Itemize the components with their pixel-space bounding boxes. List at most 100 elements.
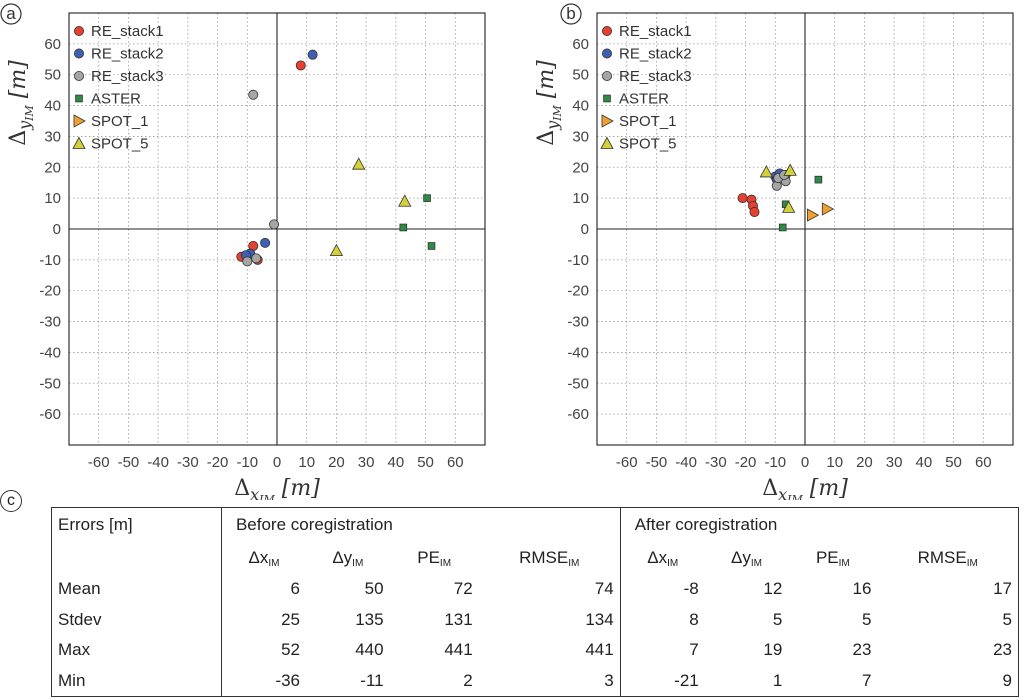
legend-label-re-stack3: RE_stack3 (91, 68, 164, 85)
col-header-2: ΔyIM (332, 547, 364, 569)
table-cell: 441 (478, 634, 621, 666)
table-cell: 8 (689, 609, 699, 629)
table-cell: 5 (1002, 609, 1012, 629)
table-cell: 2 (463, 670, 473, 690)
x-tick-label: 20 (328, 454, 345, 471)
legend-label-re-stack3: RE_stack3 (619, 68, 692, 85)
col-header-6: ΔyIM (731, 547, 763, 569)
x-tick-label: -60 (88, 454, 110, 471)
y-tick-label: -30 (567, 314, 589, 331)
data-point-aster (427, 242, 436, 250)
data-point-spot-1 (807, 208, 820, 222)
col-header-4: RMSEIM (478, 542, 621, 575)
x-tick-label: -20 (207, 454, 229, 471)
corner-label: Errors [m] (52, 508, 222, 542)
table-cell: -11 (360, 670, 384, 690)
table-row-mean: Mean 6 50 72 74 -8 12 16 17 (52, 574, 1018, 605)
y-tick-label: -30 (39, 314, 61, 331)
table-cell: 23 (852, 640, 872, 660)
data-point-aster (399, 223, 408, 232)
x-tick-label: -50 (118, 454, 140, 471)
y-tick-label: -60 (567, 406, 589, 423)
x-tick-label: 20 (856, 454, 873, 471)
table-cell: -21 (674, 670, 699, 690)
y-axis-title: ΔyIM [m] (534, 60, 564, 146)
legend-label-spot-5: SPOT_5 (91, 136, 149, 153)
scatter-plots: a -60 -50 -40 -30 -20 -10 0 10 20 30 40 50 60 -60 -50 -4… (0, 3, 1014, 500)
data-point-re-stack3 (251, 253, 262, 264)
table-cell: 7 (689, 640, 699, 660)
x-tick-label: -10 (236, 454, 258, 471)
table-cell: 17 (993, 579, 1012, 599)
table-cell: 135 (355, 609, 384, 629)
table-cell: 6 (290, 579, 301, 599)
y-tick-label: 60 (44, 36, 61, 53)
table-cell: 52 (281, 640, 301, 660)
col-header-5: ΔxIM (647, 547, 679, 569)
legend-marker-re-stack2 (602, 48, 613, 59)
legend-marker-aster (603, 94, 611, 103)
table-cell: 5 (861, 609, 872, 629)
legend-marker-spot-1 (73, 114, 86, 128)
table-cell: 72 (453, 579, 473, 599)
x-tick-label: 60 (447, 454, 464, 471)
data-point-re-stack1 (749, 207, 760, 218)
x-axis-title: ΔxIM [m] (234, 476, 320, 500)
legend-label-aster: ASTER (91, 91, 141, 108)
y-tick-label: -50 (567, 375, 589, 392)
table-cell: 3 (478, 665, 621, 696)
table-cell: 5 (772, 609, 783, 629)
table-cell: 134 (478, 604, 621, 635)
x-tick-label: 30 (358, 454, 375, 471)
x-tick-label: -30 (177, 454, 199, 471)
table-header-row: Errors [m] Before coregistration After c… (52, 508, 1018, 542)
x-tick-label: 10 (298, 454, 315, 471)
legend-marker-re-stack1 (74, 25, 85, 36)
panel-label-b-circle (560, 3, 582, 25)
legend-marker-re-stack2 (74, 48, 85, 59)
legend-label-re-stack1: RE_stack1 (91, 23, 164, 40)
row-label: Max (52, 634, 222, 666)
data-point-re-stack2 (260, 237, 271, 248)
data-point-spot-5 (329, 243, 344, 257)
legend-marker-aster (75, 94, 83, 103)
legend-marker-re-stack3 (602, 71, 613, 82)
y-axis-title: ΔyIM [m] (6, 60, 36, 146)
group-after-label: After coregistration (634, 515, 778, 534)
data-point-aster (814, 175, 823, 184)
legend-marker-re-stack1 (602, 25, 613, 36)
data-point-spot-5 (352, 157, 366, 170)
legend-label-re-stack1: RE_stack1 (619, 23, 692, 40)
table-cell: 441 (444, 640, 473, 660)
legend-marker-spot-5 (600, 136, 614, 149)
table-row-max: Max 52 440 441 441 7 19 23 23 (52, 634, 1018, 666)
table-cell: 23 (993, 640, 1012, 660)
data-point-re-stack3 (269, 219, 280, 230)
y-tick-label: -10 (39, 252, 61, 269)
table-cell: 19 (763, 640, 783, 660)
y-tick-label: -40 (567, 344, 589, 361)
legend-label-spot-1: SPOT_1 (91, 113, 149, 130)
x-tick-label: -20 (735, 454, 757, 471)
y-tick-label: 20 (44, 159, 61, 176)
x-tick-label: -10 (764, 454, 786, 471)
y-tick-label: 0 (581, 221, 589, 238)
data-point-re-stack1 (295, 60, 306, 71)
x-tick-label: 50 (945, 454, 962, 471)
col-header-8: RMSEIM (917, 547, 978, 569)
legend-marker-re-stack3 (74, 71, 85, 82)
y-tick-label: 10 (44, 190, 61, 207)
x-tick-label: 30 (886, 454, 903, 471)
row-label: Min (52, 665, 222, 696)
y-tick-label: 10 (572, 190, 589, 207)
legend-label-spot-5: SPOT_5 (619, 136, 677, 153)
y-tick-label: -10 (567, 252, 589, 269)
error-statistics-table: Errors [m] Before coregistration After c… (51, 507, 1019, 697)
x-axis-title: ΔxIM [m] (762, 476, 848, 500)
legend-label-aster: ASTER (619, 91, 669, 108)
data-point-aster (423, 194, 431, 202)
y-tick-label: 0 (53, 221, 61, 238)
table-row-stdev: Stdev 25 135 131 134 8 5 5 5 (52, 604, 1018, 635)
y-tick-label: -20 (567, 283, 589, 300)
x-tick-label: -50 (646, 454, 668, 471)
